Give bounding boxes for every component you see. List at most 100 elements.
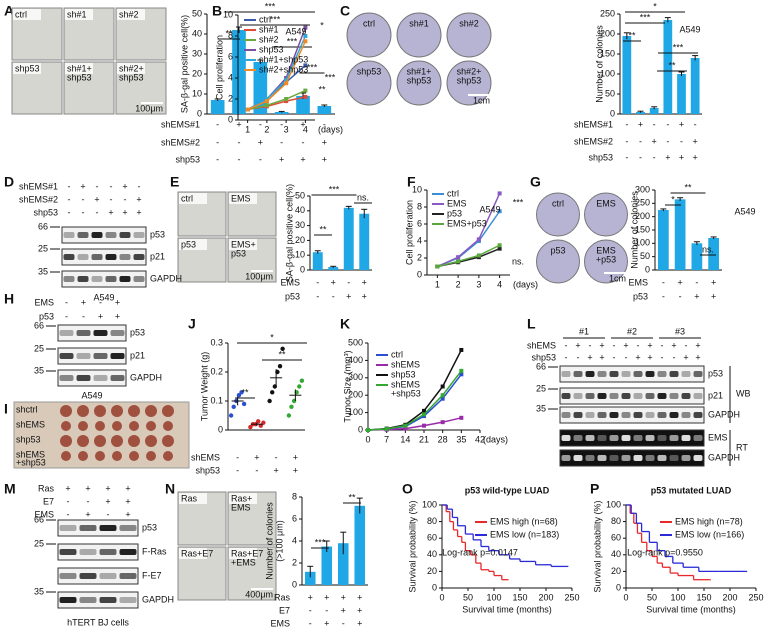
condition-mark: + <box>293 465 298 475</box>
condition-label: E7 <box>43 496 54 506</box>
band <box>63 232 75 238</box>
label-box <box>229 193 257 204</box>
x-tick-label: 3 <box>476 279 481 289</box>
chart-title: p53 mutated LUAD <box>651 485 732 495</box>
band <box>597 412 607 418</box>
condition-mark: + <box>695 340 700 350</box>
bar <box>232 30 246 114</box>
band <box>609 455 619 461</box>
condition-mark: - <box>625 119 628 129</box>
tumor <box>162 435 174 447</box>
x-tick-label: 2 <box>456 279 461 289</box>
annotation: A549 <box>734 206 755 216</box>
bar <box>691 243 703 270</box>
tumor <box>145 435 157 447</box>
annotation: *** <box>640 12 651 22</box>
point <box>297 384 302 389</box>
bar <box>622 36 632 114</box>
condition-mark: - <box>82 311 85 321</box>
condition-mark: - <box>110 181 113 191</box>
y-tick-label: 100 <box>422 499 437 509</box>
condition-mark: + <box>679 152 684 162</box>
label-box <box>179 493 207 504</box>
point <box>456 255 461 260</box>
image-label: sh#2 <box>119 9 139 19</box>
annotation: *** <box>307 62 318 72</box>
y-tick-label: 40 <box>295 205 305 215</box>
image-label: sh#1 <box>67 9 87 19</box>
condition-mark: + <box>258 137 263 147</box>
x-axis-label: (days) <box>483 434 508 444</box>
bar <box>677 74 686 114</box>
label-box <box>229 493 257 504</box>
condition-mark: + <box>85 509 90 519</box>
band <box>79 525 97 531</box>
image-label: EMS <box>231 193 251 203</box>
tumor <box>163 421 173 431</box>
band <box>573 412 583 418</box>
band <box>79 573 97 579</box>
condition-mark: + <box>331 277 336 287</box>
tumor <box>146 451 156 461</box>
annotation: ** <box>319 224 327 234</box>
bar <box>354 505 366 585</box>
legend-label: EMS+p53 <box>447 218 487 228</box>
condition-mark: - <box>347 277 350 287</box>
annotation: A549 <box>479 204 500 214</box>
y-tick-label: 0.3 <box>210 337 223 347</box>
group-label: #3 <box>675 326 685 336</box>
condition-label: E7 <box>279 605 290 615</box>
condition-mark: - <box>342 618 345 628</box>
scale-label: 1cm <box>609 273 626 283</box>
y-tick-label: 8 <box>228 30 233 40</box>
annotation: * <box>653 1 657 11</box>
x-tick-label: 35 <box>456 434 466 444</box>
condition-mark: - <box>107 509 110 519</box>
y-tick-label: 100 <box>635 238 650 248</box>
band <box>597 371 607 377</box>
condition-mark: + <box>273 465 278 475</box>
panel-letter: I <box>4 401 8 417</box>
band <box>633 371 643 377</box>
point <box>303 94 308 99</box>
condition-label: Ras <box>274 592 291 602</box>
y-tick-label: 30 <box>295 220 305 230</box>
colony-plate <box>346 12 392 58</box>
y-tick-label: 0 <box>197 108 202 118</box>
scale-label: 400μm <box>245 589 273 599</box>
colony-plate <box>396 12 442 58</box>
band <box>669 393 679 399</box>
scale-label: 100μm <box>245 271 273 281</box>
condition-mark: - <box>695 277 698 287</box>
band <box>573 371 583 377</box>
band <box>105 232 117 238</box>
x-tick-label: 1 <box>435 279 440 289</box>
blot-strip <box>57 347 127 365</box>
bar <box>337 543 349 585</box>
point <box>255 419 261 424</box>
y-tick-label: 50 <box>605 88 615 98</box>
image-label: Ras+ <box>231 493 252 503</box>
image-label: +p53 <box>596 254 616 264</box>
bar <box>658 210 669 270</box>
y-tick-label: 10 <box>295 250 305 260</box>
condition-label: shEMS#1 <box>19 181 58 191</box>
legend-label: shp53 <box>391 369 416 379</box>
blot-strip <box>61 248 147 266</box>
condition-mark: + <box>122 181 127 191</box>
colony-plate <box>346 60 392 106</box>
point <box>284 97 289 101</box>
panel-letter: M <box>4 481 16 497</box>
y-tick-label: 10 <box>192 88 202 98</box>
image-label: sh#1+ <box>67 63 92 73</box>
band <box>693 412 703 418</box>
band-label: F-Ras <box>142 546 167 556</box>
band <box>585 393 595 399</box>
y-tick-label: 60 <box>427 533 437 543</box>
y-tick-label: 4 <box>292 535 297 545</box>
band-label: F-E7 <box>142 570 162 580</box>
series-line <box>437 244 500 268</box>
point <box>440 384 445 389</box>
point <box>236 393 242 398</box>
